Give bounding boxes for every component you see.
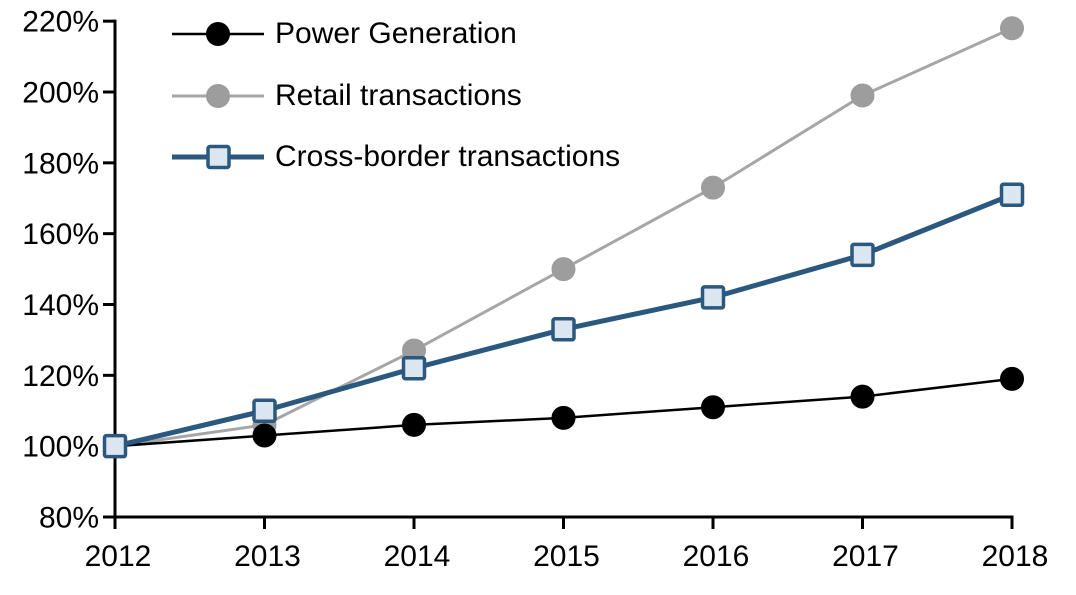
x-axis-tick-label: 2016 (683, 540, 750, 573)
y-axis-tick-label: 80% (39, 502, 99, 535)
series-0 (103, 366, 1024, 459)
y-axis-tick-label: 120% (22, 360, 99, 393)
legend-label-retail-transactions: Retail transactions (275, 79, 522, 112)
y-axis-tick-label: 180% (22, 147, 99, 180)
x-axis-tick-label: 2012 (85, 540, 152, 573)
legend-marker-cross-border-transactions-icon (172, 144, 264, 170)
x-axis-tick-label: 2018 (982, 540, 1049, 573)
y-axis-tick-label: 200% (22, 77, 99, 110)
legend-item-cross-border-transactions: Cross-border transactions (170, 141, 620, 173)
x-axis-tick-label: 2015 (533, 540, 600, 573)
legend-marker-retail-transactions-icon (172, 84, 264, 108)
series-2 (102, 182, 1025, 459)
x-axis-tick-label: 2017 (832, 540, 899, 573)
y-axis-tick-label: 220% (22, 6, 99, 39)
legend-item-retail-transactions: Retail transactions (170, 80, 522, 112)
legend-label-power-generation: Power Generation (275, 17, 517, 50)
y-axis-tick-label: 160% (22, 218, 99, 251)
legend-item-power-generation: Power Generation (170, 18, 517, 50)
legend-label-cross-border-transactions: Cross-border transactions (275, 140, 621, 173)
x-axis-tick-label: 2013 (234, 540, 301, 573)
chart-legend: Power Generation Retail transactions Cro… (170, 0, 730, 190)
y-axis-tick-label: 100% (22, 431, 99, 464)
legend-marker-power-generation-icon (172, 22, 264, 46)
y-axis-tick-label: 140% (22, 289, 99, 322)
x-axis-tick-label: 2014 (384, 540, 451, 573)
